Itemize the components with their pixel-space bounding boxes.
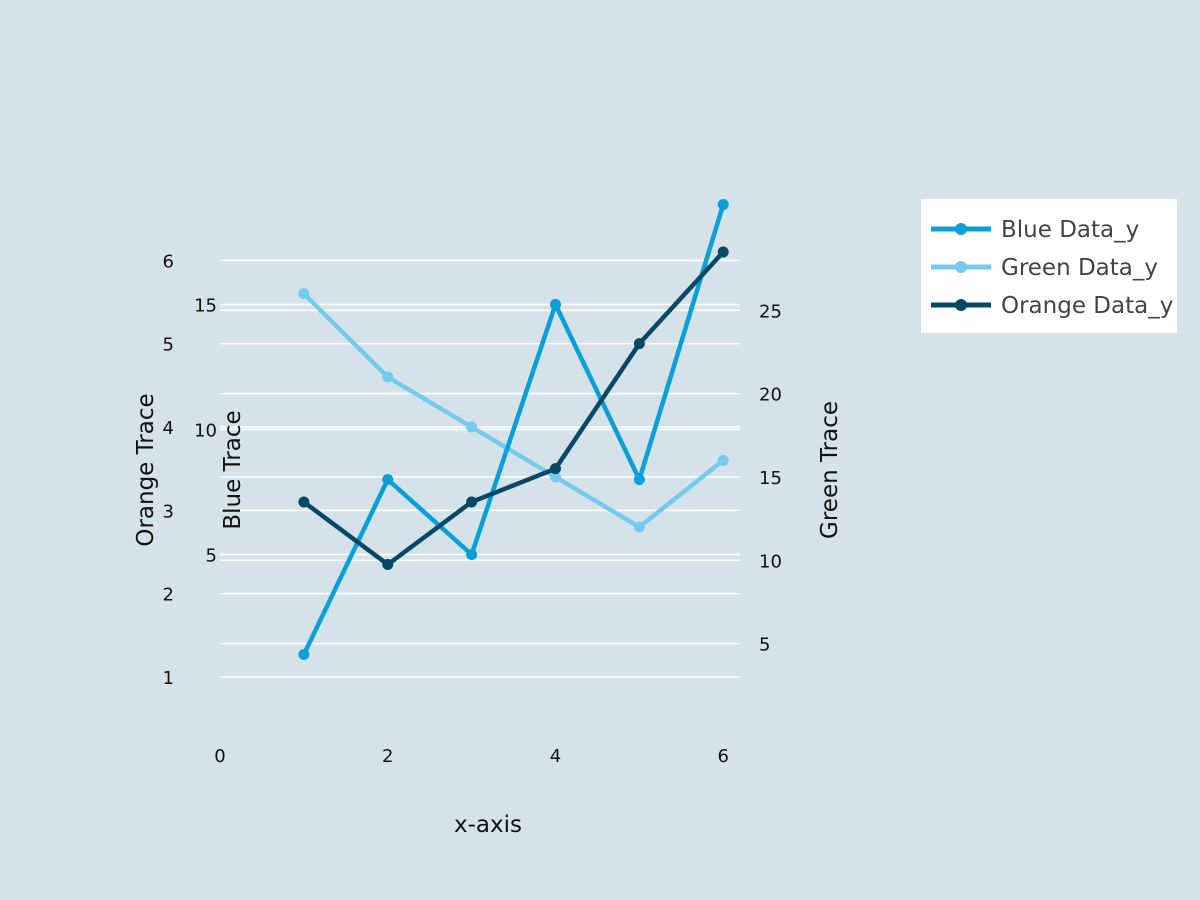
series-line-blue (301, 202, 726, 657)
series-point-green-3 (549, 471, 561, 483)
orange-tick-label-2: 3 (163, 501, 174, 522)
series-point-orange-3 (549, 463, 561, 475)
series-point-blue-5 (717, 199, 729, 210)
orange-tick-label-1: 2 (163, 585, 174, 606)
blue-tick-label-2: 15 (194, 296, 217, 317)
green-tick-label-2: 15 (759, 468, 782, 489)
x-axis-ticks: 0 2 4 6 (214, 746, 729, 767)
series-line-green (301, 291, 726, 530)
x-tick-label-1: 2 (382, 746, 393, 767)
orange-tick-label-0: 1 (163, 668, 174, 689)
orange-axis-ticks: 1 2 3 4 5 6 (163, 251, 174, 689)
x-tick-label-2: 4 (550, 746, 561, 767)
legend-swatch-marker-0 (955, 223, 967, 235)
series-point-orange-4 (633, 338, 645, 350)
green-axis-ticks: 5 10 15 20 25 (759, 301, 782, 655)
blue-tick-label-1: 10 (194, 421, 217, 442)
legend-swatch-marker-1 (955, 261, 967, 273)
green-tick-label-0: 5 (759, 635, 770, 656)
green-tick-label-1: 10 (759, 551, 782, 572)
series-layer (298, 199, 729, 660)
series-point-green-0 (298, 288, 310, 300)
series-point-green-1 (382, 371, 394, 383)
series-point-orange-0 (298, 496, 310, 508)
orange-tick-label-4: 5 (163, 335, 174, 356)
orange-tick-label-3: 4 (163, 418, 174, 439)
series-point-orange-2 (466, 496, 478, 508)
series-point-blue-2 (466, 549, 478, 560)
blue-axis-title: Blue Trace (220, 410, 246, 529)
series-point-blue-3 (549, 299, 561, 310)
x-tick-label-3: 6 (717, 746, 728, 767)
series-point-blue-4 (633, 474, 645, 485)
series-point-orange-5 (717, 246, 729, 258)
legend-items: Blue Data_y Green Data_y Orange Data_y (931, 217, 1173, 319)
series-line-orange (301, 249, 726, 567)
x-axis-title: x-axis (454, 812, 522, 838)
legend-swatch-marker-2 (955, 299, 967, 311)
legend-label-0: Blue Data_y (1001, 217, 1139, 243)
x-tick-label-0: 0 (214, 746, 225, 767)
series-point-orange-1 (382, 559, 394, 570)
series-point-blue-0 (298, 649, 310, 660)
orange-axis-title: Orange Trace (133, 393, 159, 546)
blue-tick-label-0: 5 (206, 546, 217, 567)
legend-label-1: Green Data_y (1001, 255, 1158, 281)
series-point-green-4 (633, 521, 645, 533)
orange-tick-label-5: 6 (163, 251, 174, 272)
legend[interactable]: Blue Data_y Green Data_y Orange Data_y (921, 199, 1177, 333)
gridlines (220, 259, 740, 678)
legend-label-2: Orange Data_y (1001, 293, 1173, 319)
blue-axis-ticks: 5 10 15 (194, 296, 217, 567)
green-tick-label-3: 20 (759, 385, 782, 406)
series-point-green-5 (717, 454, 729, 466)
green-tick-label-4: 25 (759, 301, 782, 322)
green-axis-title: Green Trace (817, 401, 843, 539)
series-point-green-2 (466, 421, 478, 433)
series-point-blue-1 (382, 474, 394, 485)
